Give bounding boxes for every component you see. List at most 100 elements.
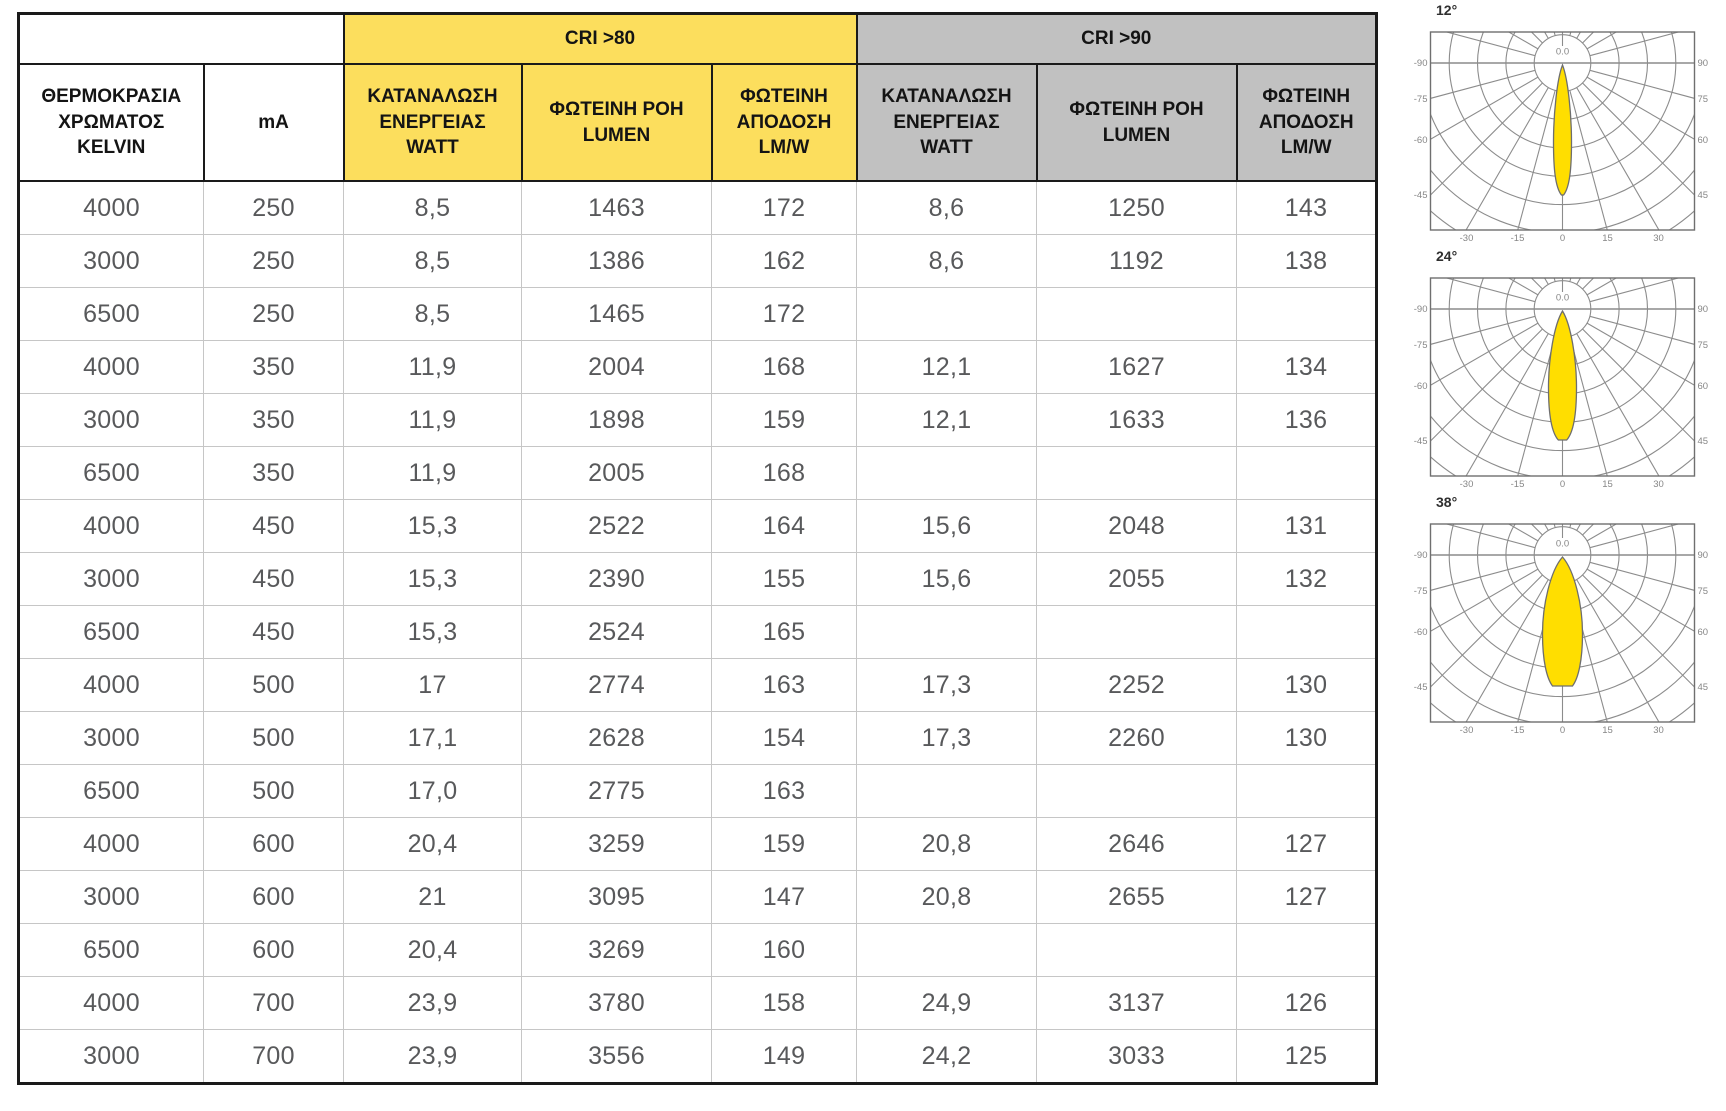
table-cell: 131 bbox=[1236, 499, 1377, 553]
table-row: 3000 600 21 3095 147 20,8 2655 127 bbox=[18, 870, 1377, 924]
table-cell: 2522 bbox=[521, 499, 712, 553]
table-cell: 700 bbox=[203, 1029, 344, 1084]
table-cell: 2655 bbox=[1036, 870, 1237, 924]
table-cell: 159 bbox=[711, 393, 857, 447]
angle-label: 45 bbox=[1698, 436, 1709, 447]
table-cell: 21 bbox=[343, 870, 522, 924]
table-row: 6500 350 11,9 2005 168 bbox=[18, 446, 1377, 500]
table-cell: 3000 bbox=[18, 1029, 204, 1084]
angle-label: -15 bbox=[1511, 479, 1525, 490]
beam-shape bbox=[1547, 309, 1578, 441]
table-cell: 1633 bbox=[1036, 393, 1237, 447]
table-cell: 149 bbox=[711, 1029, 857, 1084]
table-cell: 8,5 bbox=[343, 287, 522, 341]
table-cell bbox=[856, 605, 1037, 659]
table-cell: 15,3 bbox=[343, 552, 522, 606]
table-cell: 165 bbox=[711, 605, 857, 659]
table-cell: 136 bbox=[1236, 393, 1377, 447]
table-cell: 8,5 bbox=[343, 234, 522, 288]
table-cell: 17,0 bbox=[343, 764, 522, 818]
table-cell: 6500 bbox=[18, 605, 204, 659]
polar-diagram: -90 -75 -60 -45 90 75 60 45 -30 -15 0 15 30 0.0 bbox=[1414, 523, 1709, 736]
angle-label: 0.0 bbox=[1556, 47, 1569, 58]
table-cell: 450 bbox=[203, 552, 344, 606]
table-cell: 15,3 bbox=[343, 605, 522, 659]
table-cell: 127 bbox=[1236, 870, 1377, 924]
table-cell: 2252 bbox=[1036, 658, 1237, 712]
table-cell: 3137 bbox=[1036, 976, 1237, 1030]
table-cell: 163 bbox=[711, 658, 857, 712]
table-cell: 3000 bbox=[18, 552, 204, 606]
table-cell: 2005 bbox=[521, 446, 712, 500]
table-cell: 450 bbox=[203, 499, 344, 553]
table-cell: 4000 bbox=[18, 976, 204, 1030]
angle-label: -45 bbox=[1414, 436, 1428, 447]
table-cell: 3000 bbox=[18, 234, 204, 288]
group-header-cri90: CRI >90 bbox=[855, 12, 1378, 65]
table-cell: 2774 bbox=[521, 658, 712, 712]
beam-shape bbox=[1541, 556, 1584, 687]
table-cell: 12,1 bbox=[856, 393, 1037, 447]
table-cell: 15,6 bbox=[856, 552, 1037, 606]
angle-label: 15 bbox=[1602, 725, 1613, 736]
angle-label: 90 bbox=[1698, 304, 1709, 315]
angle-label: 15 bbox=[1602, 479, 1613, 490]
table-cell: 138 bbox=[1236, 234, 1377, 288]
table-cell: 1463 bbox=[521, 180, 712, 235]
group-header-cri80: CRI >80 bbox=[342, 12, 858, 65]
angle-label: -75 bbox=[1414, 586, 1428, 597]
table-cell: 23,9 bbox=[343, 976, 522, 1030]
table-cell: 8,6 bbox=[856, 180, 1037, 235]
angle-label: 90 bbox=[1698, 550, 1709, 561]
angle-label: 30 bbox=[1653, 233, 1664, 244]
table-cell: 23,9 bbox=[343, 1029, 522, 1084]
table-cell bbox=[856, 287, 1037, 341]
table-cell: 20,8 bbox=[856, 870, 1037, 924]
table-cell: 126 bbox=[1236, 976, 1377, 1030]
table-cell: 154 bbox=[711, 711, 857, 765]
table-cell: 24,9 bbox=[856, 976, 1037, 1030]
angle-label: 75 bbox=[1698, 340, 1709, 351]
table-cell: 2646 bbox=[1036, 817, 1237, 871]
table-cell: 168 bbox=[711, 446, 857, 500]
table-cell: 350 bbox=[203, 446, 344, 500]
beam-shape bbox=[1552, 63, 1573, 196]
angle-label: 0 bbox=[1560, 725, 1565, 736]
angle-label: 15 bbox=[1602, 233, 1613, 244]
table-cell: 163 bbox=[711, 764, 857, 818]
col-title: ΦΩΤΕΙΝΗ ΑΠΟΔΟΣΗ bbox=[1258, 86, 1354, 133]
col-title: ΘΕΡΜΟΚΡΑΣΙΑ ΧΡΩΜΑΤΟΣ bbox=[41, 86, 182, 133]
table-cell: 350 bbox=[203, 340, 344, 394]
table-cell bbox=[1236, 923, 1377, 977]
table-cell: 162 bbox=[711, 234, 857, 288]
table-cell: 24,2 bbox=[856, 1029, 1037, 1084]
col-title: ΦΩΤΕΙΝΗ ΡΟΗ bbox=[549, 98, 684, 120]
col-unit: LM/W bbox=[758, 137, 810, 159]
angle-label: -75 bbox=[1414, 94, 1428, 105]
table-cell: 15,6 bbox=[856, 499, 1037, 553]
table-cell: 6500 bbox=[18, 923, 204, 977]
table-cell: 4000 bbox=[18, 180, 204, 235]
angle-label: 0 bbox=[1560, 479, 1565, 490]
table-cell: 2628 bbox=[521, 711, 712, 765]
table-cell: 3033 bbox=[1036, 1029, 1237, 1084]
table-cell: 600 bbox=[203, 817, 344, 871]
angle-label: -90 bbox=[1414, 550, 1428, 561]
table-cell bbox=[1036, 287, 1237, 341]
angle-label: -30 bbox=[1460, 725, 1474, 736]
table-row: 6500 450 15,3 2524 165 bbox=[18, 605, 1377, 659]
table-cell: 600 bbox=[203, 870, 344, 924]
table-cell: 600 bbox=[203, 923, 344, 977]
angle-label: 60 bbox=[1698, 381, 1709, 392]
col-unit: LM/W bbox=[1280, 137, 1332, 159]
polar-diagram-block: 24° -90 -75 -60 -45 90 75 60 45 -30 -15 0 15 30 0.0 bbox=[1404, 248, 1724, 501]
col-unit: LUMEN bbox=[1102, 124, 1171, 146]
table-cell: 11,9 bbox=[343, 446, 522, 500]
table-cell: 1386 bbox=[521, 234, 712, 288]
table-cell: 3259 bbox=[521, 817, 712, 871]
table-cell: 250 bbox=[203, 287, 344, 341]
col-unit: WATT bbox=[406, 137, 459, 159]
table-cell: 6500 bbox=[18, 764, 204, 818]
angle-label: 45 bbox=[1698, 682, 1709, 693]
table-cell bbox=[856, 923, 1037, 977]
